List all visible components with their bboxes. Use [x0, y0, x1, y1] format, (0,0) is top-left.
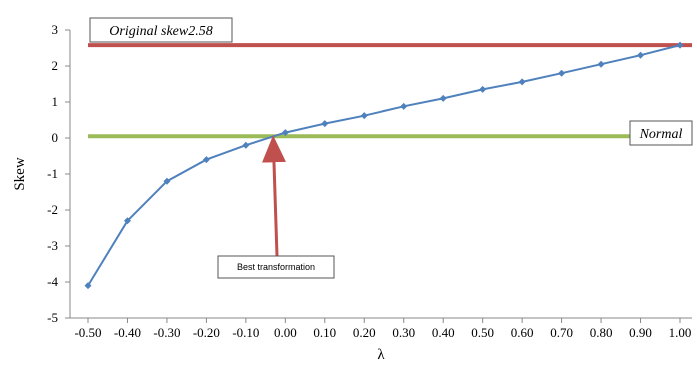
x-tick-label: 0.10 [313, 325, 336, 340]
data-point [518, 78, 526, 86]
annotation-label: Best transformation [237, 262, 315, 272]
data-point [637, 51, 645, 59]
reference-line-label: Normal [639, 127, 683, 142]
axes [69, 30, 692, 319]
data-point [360, 112, 368, 120]
reference-label-box [89, 17, 233, 43]
x-tick-label: 1.00 [669, 325, 692, 340]
reference-label-box [629, 120, 693, 146]
y-tick-label: 3 [52, 22, 59, 37]
y-tick-label: 1 [52, 94, 59, 109]
x-tick-label: -0.50 [74, 325, 101, 340]
x-tick-label: -0.30 [153, 325, 180, 340]
reference-lines: Original skew2.58 Normal [88, 17, 693, 146]
x-tick-label: 0.00 [274, 325, 297, 340]
data-point [558, 69, 566, 77]
data-point [321, 120, 329, 128]
data-point [597, 60, 605, 68]
x-tick-label: 0.20 [353, 325, 376, 340]
y-tick-label: -1 [47, 166, 58, 181]
data-point [202, 156, 210, 164]
y-tick-label: -3 [47, 238, 58, 253]
y-tick-label: -5 [47, 310, 58, 325]
data-point [123, 217, 131, 225]
reference-line-label: Original skew2.58 [109, 24, 212, 39]
y-ticks: 3 2 1 0 -1 -2 -3 -4 -5 [47, 22, 70, 325]
data-point [84, 282, 92, 290]
data-point [281, 129, 289, 137]
annotation-arrow [261, 135, 286, 257]
data-point [439, 94, 447, 102]
data-point [163, 177, 171, 185]
x-axis-title: λ [377, 347, 385, 363]
y-tick-label: 0 [52, 130, 59, 145]
annotation-box [217, 255, 335, 279]
data-point [400, 102, 408, 110]
x-tick-label: 0.70 [550, 325, 573, 340]
y-tick-label: -2 [47, 202, 58, 217]
y-tick-label: 2 [52, 58, 59, 73]
series-layer [84, 41, 684, 290]
data-point [479, 85, 487, 93]
x-tick-label: -0.40 [114, 325, 141, 340]
x-tick-label: -0.20 [193, 325, 220, 340]
annotation-layer: Best transformation [217, 135, 335, 279]
y-tick-label: -4 [47, 274, 58, 289]
x-tick-label: 0.40 [432, 325, 455, 340]
x-tick-label: -0.10 [232, 325, 259, 340]
x-tick-label: 0.60 [511, 325, 534, 340]
x-tick-label: 0.30 [392, 325, 415, 340]
x-tick-label: 0.80 [590, 325, 613, 340]
y-axis-title: Skew [12, 157, 28, 191]
x-tick-label: 0.90 [629, 325, 652, 340]
data-point [242, 141, 250, 149]
x-ticks: -0.50 -0.40 -0.30 -0.20 -0.10 0.00 0.10 0.20 0.3… [74, 318, 691, 340]
data-point [676, 41, 684, 49]
series-line [87, 44, 681, 287]
x-tick-label: 0.50 [471, 325, 494, 340]
